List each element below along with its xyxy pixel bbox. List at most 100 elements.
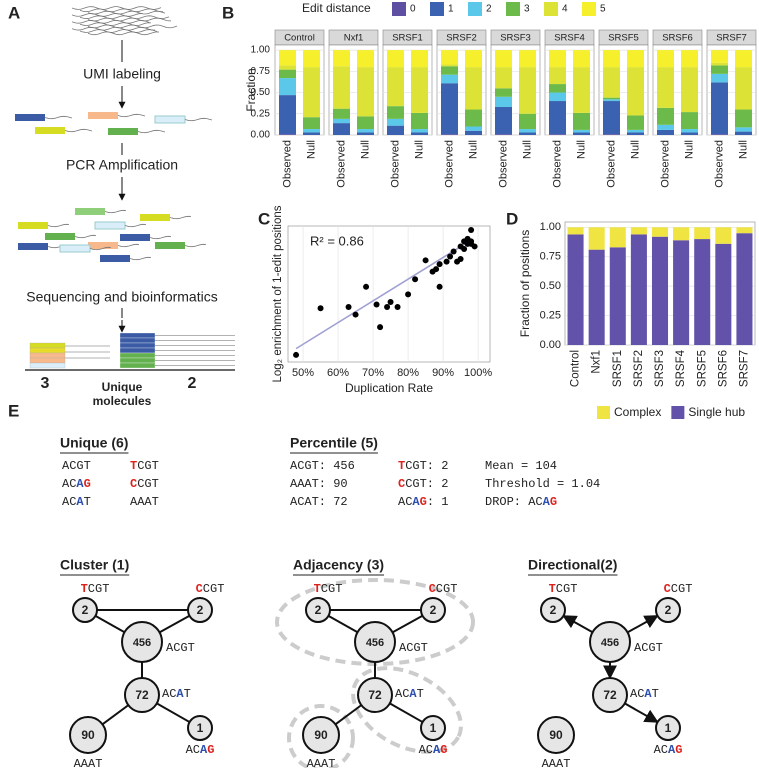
facet-label: SRSF1 [392,33,423,44]
scatter-point [363,283,370,290]
bar-segment [651,227,669,237]
node [592,677,628,713]
bar-segment [465,130,482,135]
bar-segment [603,101,620,135]
node-sequence: CCGT [664,582,693,596]
node-count: 90 [549,728,563,742]
x-tick-label: Null [575,140,587,159]
sequence-part: ACGT [166,641,195,655]
umi-tag [59,244,91,253]
legend-swatch [671,406,685,419]
edge [156,702,191,723]
fit-line [295,239,472,350]
sequence-part: A [409,687,417,701]
group-outline [287,704,355,768]
x-tick-label: Observed [281,140,293,188]
sequence-part: C [429,582,436,596]
legend-label: Single hub [688,405,745,419]
bar-segment [627,67,644,116]
edge [627,614,659,634]
sequence-part: G [550,495,557,509]
bar-segment [673,240,690,345]
umi-tag [155,242,185,249]
scatter-point [443,258,450,265]
molecule-strand [184,117,213,122]
bar-segment [357,116,374,130]
scatter-point [436,261,443,268]
read-block [119,357,156,364]
read-block [29,352,66,359]
sequence-part: AC [186,743,200,757]
count-label: 3 [41,375,50,392]
sequence-part: T [184,687,191,701]
molecule-strand [71,26,156,31]
bar-segment [609,247,626,345]
x-tick-label: Observed [497,140,509,188]
bar-segment [657,67,674,108]
molecule-strand [137,129,166,134]
sequence-part: AC [62,477,76,491]
read-block [29,362,66,369]
node [540,597,566,623]
read-block [29,357,66,364]
y-tick-label: 0.00 [251,130,271,141]
edge [389,702,424,723]
scatter-point [450,248,457,255]
sequence: TCGT [130,459,159,473]
legend-swatch [544,2,558,16]
x-tick-label: Null [413,140,425,159]
x-tick-label: Control [570,350,582,387]
x-tick-label: Observed [389,140,401,188]
node-sequence: ACAT [395,687,424,701]
sequence: CCGT [130,477,159,491]
group-outline [351,666,463,754]
sequence-part: CGT [88,582,110,596]
x-tick-label: Null [629,140,641,159]
sequence-part: T [398,459,405,473]
sequence-part: A [76,495,84,509]
bar-segment [387,125,404,135]
x-tick-label: Nxf1 [591,350,603,374]
sequence-part: T [130,459,137,473]
x-tick-label: Observed [443,140,455,188]
bar-segment [681,132,698,135]
sequence-part: AAAT [307,757,336,768]
sequence-part: G [420,495,427,509]
molecule-strand [87,31,160,36]
sequence-part: A [176,687,184,701]
scatter-point [405,291,412,298]
bar-segment [735,50,752,68]
edge [159,614,190,634]
legend-swatch [597,406,610,419]
sequence-part: CGT: 2 [405,459,448,473]
sequence-part: ACGT [399,641,428,655]
bar-segment [651,236,669,345]
node-sequence: AAAT [307,757,336,768]
legend-swatch [582,2,596,16]
bar-segment [519,50,536,68]
bar-segment [603,97,620,100]
bar-segment [495,88,512,97]
molecule-strand [117,113,146,118]
umi-tag [18,243,48,250]
node-count: 456 [133,637,151,649]
node-sequence: ACAG [654,743,683,757]
x-tick-label: Observed [605,140,617,188]
sequence: ACGT [62,459,91,473]
y-axis-label: Fraction [244,68,258,111]
sequence-part: CGT: 2 [405,477,448,491]
y-tick-label: 0.75 [540,251,561,263]
unique-label: molecules [93,394,152,408]
node-sequence: CCGT [429,582,458,596]
sequence-part: : 1 [427,495,449,509]
sequence-part: ACGT [634,641,663,655]
sequence-part: ACAT: 72 [290,495,348,509]
bar-segment [465,126,482,131]
edge [334,704,362,726]
sequence: ACGT: 456 [290,459,355,473]
bar-segment [736,233,753,345]
umi-tag [108,128,138,135]
scatter-point [422,257,429,264]
sequence: ACAG: 1 [398,495,448,509]
